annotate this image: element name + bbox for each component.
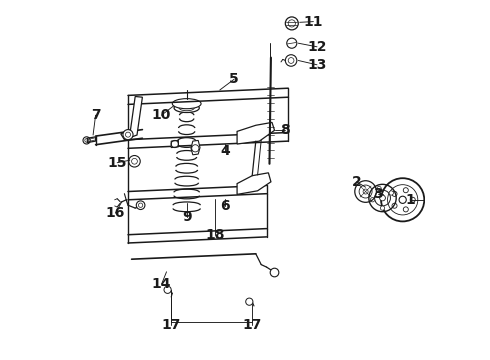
Circle shape [285,55,297,66]
Ellipse shape [174,104,199,112]
Circle shape [380,206,385,210]
Text: 2: 2 [352,175,362,189]
Circle shape [245,298,253,305]
Text: 10: 10 [152,108,171,122]
Circle shape [287,38,297,48]
Text: 16: 16 [106,206,125,220]
Polygon shape [237,173,271,194]
Text: 9: 9 [182,210,192,224]
Circle shape [399,196,406,203]
Circle shape [392,192,397,197]
Circle shape [403,188,408,193]
Circle shape [285,17,298,30]
Circle shape [403,207,408,212]
Polygon shape [191,140,200,155]
Text: 17: 17 [162,318,181,332]
Circle shape [123,130,133,140]
Text: 11: 11 [304,15,323,28]
Text: 5: 5 [229,72,239,86]
Polygon shape [171,140,178,148]
Text: 8: 8 [280,123,290,137]
Text: 12: 12 [307,40,327,54]
Text: 17: 17 [243,318,262,332]
Polygon shape [237,122,274,144]
Circle shape [136,201,145,210]
Text: 15: 15 [107,156,127,170]
Circle shape [392,203,397,208]
Ellipse shape [179,105,194,111]
Text: 14: 14 [152,278,171,291]
Text: 1: 1 [406,193,416,207]
Circle shape [370,198,375,202]
Circle shape [410,197,416,202]
Text: 3: 3 [373,187,383,201]
Text: 6: 6 [220,199,230,213]
Polygon shape [87,137,96,143]
Circle shape [380,195,386,201]
Polygon shape [121,96,143,140]
Circle shape [270,268,279,277]
Text: 7: 7 [91,108,100,122]
Circle shape [164,286,171,293]
Text: 4: 4 [220,144,230,158]
Circle shape [389,191,393,195]
Circle shape [377,186,381,191]
Ellipse shape [172,99,201,109]
Text: 18: 18 [206,228,225,242]
Circle shape [363,189,368,194]
Text: 13: 13 [307,58,327,72]
